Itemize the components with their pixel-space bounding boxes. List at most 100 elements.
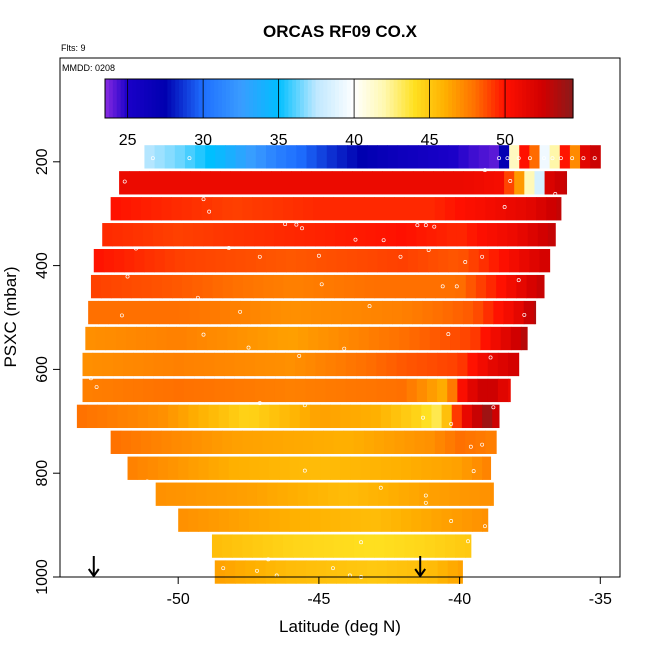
sample-point: [226, 246, 231, 250]
heatmap-cell: [183, 223, 194, 247]
heatmap-cell: [336, 248, 348, 273]
heatmap-cell: [232, 274, 244, 299]
heatmap-cell: [265, 145, 277, 169]
heatmap-cell: [493, 171, 505, 195]
heatmap-cell: [326, 560, 337, 584]
heatmap-cell: [193, 352, 205, 377]
heatmap-cell: [357, 145, 368, 169]
sample-point: [488, 355, 493, 360]
heatmap-cell: [255, 248, 267, 273]
colorbar-segment: [288, 79, 293, 118]
heatmap-cell: [174, 248, 186, 273]
heatmap-cell: [344, 274, 355, 299]
heatmap-cell: [350, 508, 362, 532]
x-tick-label: -40: [448, 591, 471, 608]
heatmap-cell: [267, 482, 278, 506]
heatmap-cell: [125, 326, 137, 351]
colorbar-segment: [518, 79, 523, 118]
colorbar-segment: [358, 79, 363, 118]
heatmap-cell: [272, 534, 284, 558]
heatmap-cell: [376, 560, 388, 584]
colorbar-segment: [378, 79, 383, 118]
heatmap-cell: [467, 378, 479, 403]
heatmap-cell: [333, 430, 345, 454]
heatmap-cell: [115, 326, 127, 351]
heatmap-cell: [110, 430, 122, 454]
heatmap-cell: [162, 223, 174, 247]
heatmap-cell: [438, 248, 449, 273]
heatmap-cell: [305, 352, 317, 377]
heatmap-cell: [211, 534, 223, 558]
heatmap-cell: [316, 560, 327, 584]
colorbar-segment: [229, 79, 235, 118]
heatmap-cell: [306, 145, 318, 169]
heatmap-cell: [471, 456, 483, 480]
heatmap-cell: [204, 378, 215, 403]
heatmap-cell: [338, 482, 349, 506]
heatmap-cell: [457, 378, 468, 403]
heatmap-cell: [347, 145, 358, 169]
heatmap-cell: [242, 534, 253, 558]
sample-point: [471, 469, 476, 474]
colorbar-segment: [159, 79, 165, 118]
heatmap-cell: [366, 352, 377, 377]
heatmap-cell: [240, 171, 252, 195]
heatmap-cell: [453, 171, 465, 195]
heatmap-cell: [338, 326, 350, 351]
heatmap-cell: [498, 145, 510, 169]
heatmap-cell: [446, 223, 458, 247]
heatmap-cell: [478, 145, 490, 169]
heatmap-cell: [520, 326, 528, 351]
colorbar-segment: [405, 79, 410, 118]
heatmap-cell: [304, 223, 316, 247]
heatmap-cell: [260, 171, 272, 195]
heatmap-cell: [353, 430, 365, 454]
heatmap-cell: [377, 145, 389, 169]
heatmap-cell: [350, 404, 362, 429]
heatmap-cell: [250, 300, 261, 325]
colorbar-segment: [194, 79, 200, 118]
heatmap-cell: [380, 508, 392, 532]
heatmap-cell: [439, 326, 451, 351]
sample-point: [238, 309, 243, 314]
heatmap-cell: [549, 145, 561, 169]
colorbar-segment: [296, 79, 301, 118]
heatmap-cell: [447, 352, 458, 377]
colorbar-segment: [315, 79, 321, 118]
sample-points: [89, 156, 606, 579]
sample-point: [542, 156, 546, 161]
colorbar-segment: [120, 79, 126, 118]
heatmap-cell: [259, 508, 270, 532]
heatmap-cell: [416, 378, 428, 403]
colorbar-segment: [522, 79, 527, 118]
heatmap-cell: [457, 560, 463, 584]
heatmap-cell: [361, 300, 373, 325]
colorbar-segment: [210, 79, 215, 118]
sample-point: [516, 156, 521, 161]
heatmap-cell: [411, 404, 422, 429]
heatmap-cell: [412, 171, 424, 195]
heatmap-cell: [426, 378, 438, 403]
colorbar-segment: [424, 79, 430, 118]
heatmap-cell: [479, 482, 491, 506]
heatmap-cell: [352, 171, 363, 195]
heatmap-cell: [364, 274, 376, 299]
colorbar-border: [104, 78, 574, 119]
heatmap-cell: [259, 404, 270, 429]
heatmap-cell: [365, 223, 377, 247]
heatmap-cell: [345, 223, 356, 247]
colorbar-tick-label: 30: [194, 132, 212, 149]
colorbar-segment: [514, 79, 519, 118]
heatmap-cell: [264, 378, 276, 403]
heatmap-cell: [396, 223, 407, 247]
sample-point: [367, 304, 372, 309]
heatmap-cell: [201, 197, 213, 221]
heatmap-cell: [470, 326, 481, 351]
heatmap-cell: [273, 274, 284, 299]
heatmap-cell: [303, 197, 314, 221]
heatmap-cell: [76, 404, 88, 429]
sample-point: [432, 224, 437, 229]
sample-point: [423, 493, 428, 498]
heatmap-cell: [289, 456, 301, 480]
heatmap-cell: [305, 378, 317, 403]
